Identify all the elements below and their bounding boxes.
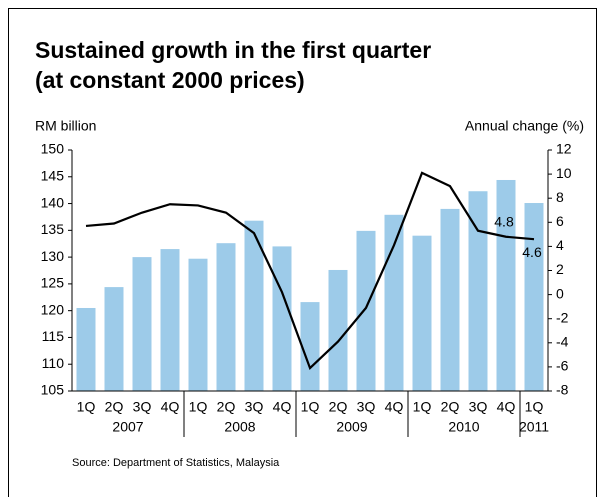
- bar: [524, 203, 544, 391]
- bar: [104, 287, 124, 391]
- chart-subtitle: (at constant 2000 prices): [35, 67, 305, 93]
- y2-tick-label: 0: [556, 285, 564, 301]
- x-tick-label: 1Q: [77, 399, 96, 415]
- bar: [132, 257, 152, 391]
- y2-tick-label: 8: [556, 189, 564, 205]
- y2-tick-label: -2: [556, 309, 569, 325]
- y2-tick-label: 4: [556, 237, 564, 253]
- bar: [328, 269, 348, 391]
- bar: [440, 208, 460, 391]
- y2-axis-label: Annual change (%): [465, 118, 584, 134]
- bar: [496, 179, 516, 391]
- y-tick-label: 115: [42, 328, 65, 344]
- x-tick-label: 4Q: [385, 399, 404, 415]
- y-tick-label: 135: [41, 221, 65, 237]
- source-note: Source: Department of Statistics, Malays…: [72, 457, 280, 469]
- x-group-label: 2009: [336, 419, 367, 435]
- x-tick-label: 1Q: [525, 399, 544, 415]
- y-tick-label: 110: [42, 355, 65, 371]
- x-tick-label: 1Q: [189, 399, 208, 415]
- y2-tick-label: 2: [556, 261, 564, 277]
- x-group-label: 2011: [519, 419, 549, 435]
- bar: [468, 191, 488, 391]
- bar: [300, 302, 320, 391]
- y-tick-label: 140: [41, 194, 65, 210]
- x-tick-label: 3Q: [245, 399, 264, 415]
- bar: [160, 249, 180, 391]
- x-tick-label: 1Q: [413, 399, 432, 415]
- y2-tick-label: 12: [556, 141, 572, 157]
- bar: [188, 258, 208, 391]
- bar: [216, 243, 236, 391]
- y-tick-label: 150: [41, 141, 65, 157]
- line: [85, 171, 535, 371]
- bar: [76, 307, 96, 391]
- y-tick-label: 120: [41, 301, 65, 317]
- y-axis-label: RM billion: [35, 118, 96, 134]
- bar: [356, 230, 376, 391]
- x-group-label: 2010: [448, 419, 479, 435]
- x-tick-label: 2Q: [217, 399, 236, 415]
- x-tick-label: 3Q: [133, 399, 152, 415]
- x-tick-label: 2Q: [329, 399, 348, 415]
- x-group-label: 2007: [112, 419, 143, 435]
- bar: [272, 246, 292, 391]
- bar: [412, 235, 432, 391]
- x-tick-label: 4Q: [161, 399, 180, 415]
- bar: [244, 220, 264, 391]
- y2-tick-label: -6: [556, 358, 569, 374]
- x-tick-label: 3Q: [469, 399, 488, 415]
- bar: [384, 214, 404, 391]
- x-group-label: 2008: [224, 419, 255, 435]
- x-tick-label: 1Q: [301, 399, 320, 415]
- y-tick-label: 130: [41, 248, 65, 264]
- y2-tick-label: 6: [556, 213, 564, 229]
- frame: [8, 8, 597, 497]
- y2-tick-label: -4: [556, 334, 569, 350]
- x-tick-label: 4Q: [273, 399, 292, 415]
- y-tick-label: 105: [41, 382, 65, 398]
- x-tick-label: 4Q: [497, 399, 516, 415]
- y-tick-label: 125: [41, 275, 65, 291]
- y-tick-label: 145: [41, 167, 65, 183]
- x-tick-label: 3Q: [357, 399, 376, 415]
- y2-tick-label: 10: [556, 165, 572, 181]
- x-tick-label: 2Q: [441, 399, 460, 415]
- x-tick-label: 2Q: [105, 399, 124, 415]
- y2-tick-label: -8: [556, 382, 569, 398]
- data-label: 4.6: [522, 244, 542, 260]
- data-label: 4.8: [494, 213, 514, 229]
- chart-title: Sustained growth in the first quarter: [35, 37, 431, 63]
